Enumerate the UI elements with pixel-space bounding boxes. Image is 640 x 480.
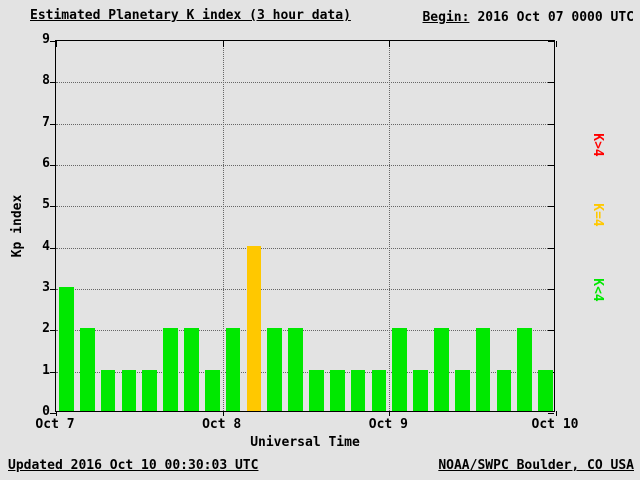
y-axis-tick (50, 413, 56, 414)
kp-bar (59, 287, 74, 411)
gridline-horizontal (56, 82, 554, 84)
y-axis-tick (50, 289, 56, 290)
kp-bar (288, 328, 303, 411)
kp-bar (142, 369, 158, 411)
y-tick-label: 7 (42, 114, 50, 130)
y-axis-tick (50, 330, 56, 332)
kp-bar (100, 369, 116, 411)
begin-timestamp: Begin: 2016 Oct 07 0000 UTC (422, 10, 634, 25)
updated-timestamp: Updated 2016 Oct 10 00:30:03 UTC (8, 458, 259, 473)
y-tick-label: 8 (42, 73, 50, 89)
kp-bar (79, 328, 95, 411)
y-axis-tick (50, 247, 56, 249)
kp-bar (329, 369, 345, 411)
gridline-vertical (389, 41, 391, 411)
y-axis-tick (50, 371, 56, 373)
y-axis-tick (50, 165, 56, 166)
y-tick-label: 4 (42, 238, 50, 254)
y-axis-tick (50, 82, 56, 84)
source-credit: NOAA/SWPC Boulder, CO USA (438, 458, 634, 473)
y-axis-tick (548, 330, 554, 332)
gridline-horizontal (56, 165, 554, 166)
y-axis-tick (50, 123, 56, 125)
y-axis-tick (548, 82, 554, 84)
gridline-horizontal (56, 123, 554, 125)
kp-bar (267, 328, 283, 411)
legend-label-k-gt-4: K>4 (590, 133, 605, 157)
y-axis-tick (548, 413, 554, 414)
kp-bar (225, 328, 241, 411)
kp-bar (350, 369, 366, 411)
gridline-horizontal (56, 289, 554, 290)
y-axis-label: Kp index (10, 194, 25, 258)
x-tick-label: Oct 8 (202, 417, 242, 432)
y-axis-tick (548, 165, 554, 166)
x-axis-tick (389, 411, 391, 416)
y-tick-label: 9 (42, 32, 50, 47)
y-axis-tick (50, 41, 56, 42)
begin-value: 2016 Oct 07 0000 UTC (477, 10, 634, 25)
x-axis-tick (222, 41, 224, 47)
kp-bar (475, 328, 491, 411)
gridline-horizontal (56, 247, 554, 249)
x-axis-label: Universal Time (250, 435, 360, 450)
chart-title: Estimated Planetary K index (3 hour data… (30, 8, 351, 23)
kp-bar (538, 369, 553, 411)
x-axis-tick (556, 411, 557, 416)
gridline-horizontal (56, 330, 554, 332)
kp-bar (309, 369, 324, 411)
gridline-vertical (222, 41, 224, 411)
kp-bar (204, 369, 220, 411)
y-axis-tick (50, 206, 56, 208)
plot-area (50, 40, 557, 416)
x-axis-tick (389, 41, 391, 47)
y-tick-label: 0 (42, 404, 50, 419)
gridline-horizontal (56, 371, 554, 373)
kp-bar (246, 245, 262, 411)
y-tick-labels: 0 1 2 3 4 5 6 7 8 9 (28, 32, 50, 419)
y-axis-tick (548, 206, 554, 208)
legend-label-k-eq-4: K=4 (590, 203, 605, 227)
kp-bar (517, 328, 533, 411)
x-tick-label: Oct 7 (35, 417, 75, 432)
x-tick-labels: Oct 7 Oct 8 Oct 9 Oct 10 (35, 417, 578, 433)
y-tick-label: 6 (42, 156, 50, 171)
y-axis-tick (548, 247, 554, 249)
y-tick-label: 2 (42, 321, 50, 337)
y-axis-tick (548, 41, 554, 42)
kp-bar (163, 328, 178, 411)
y-axis-tick (548, 123, 554, 125)
y-tick-label: 1 (42, 362, 50, 378)
kp-bar (392, 328, 408, 411)
legend: K>4 K=4 K<4 (569, 0, 625, 480)
kp-bar (371, 369, 387, 411)
gridline-horizontal (56, 206, 554, 208)
kp-bar (454, 369, 470, 411)
x-axis-tick (222, 411, 224, 416)
legend-label-k-lt-4: K<4 (590, 278, 605, 302)
kp-bar (184, 328, 199, 411)
begin-label: Begin: (422, 10, 470, 25)
kp-bar (413, 369, 428, 411)
x-axis-tick (556, 41, 557, 47)
y-tick-label: 5 (42, 197, 50, 213)
y-axis-tick (548, 289, 554, 290)
x-tick-label: Oct 9 (368, 417, 408, 432)
kp-bar (121, 369, 137, 411)
x-axis-tick (56, 41, 57, 47)
x-tick-label: Oct 10 (531, 417, 579, 432)
kp-bar (434, 328, 449, 411)
y-tick-label: 3 (42, 280, 50, 295)
kp-bar (496, 369, 512, 411)
x-axis-tick (56, 411, 57, 416)
